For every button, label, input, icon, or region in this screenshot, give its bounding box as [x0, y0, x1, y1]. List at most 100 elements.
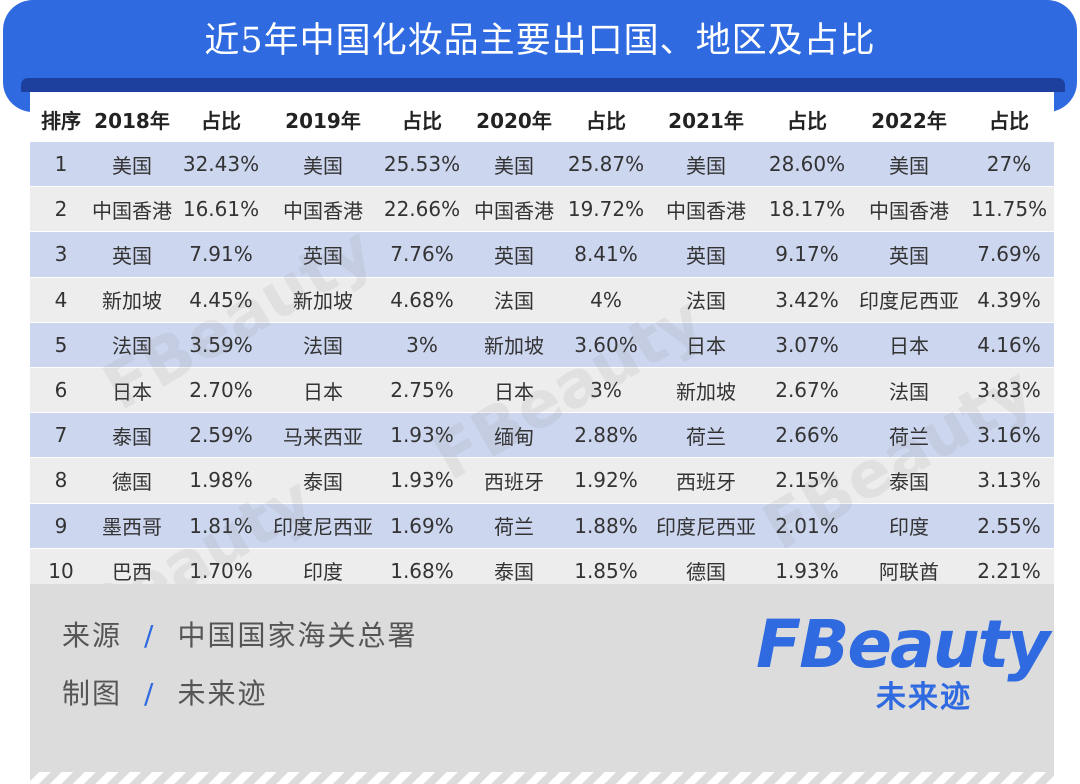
share-cell: 1.88% — [560, 502, 652, 549]
share-cell: 3.07% — [760, 321, 854, 368]
column-header: 2021年 — [652, 97, 760, 142]
region-cell: 法国 — [270, 321, 376, 368]
title-banner-band — [21, 78, 1065, 92]
region-cell: 西班牙 — [652, 457, 760, 503]
column-header: 排序 — [30, 97, 92, 142]
table-body: 1 美国 32.43% 美国 25.53% 美国 25.87% 美国 28.60% 美国 27% 2 中… — [30, 140, 1054, 593]
footer-zigzag-edge — [30, 770, 1054, 784]
rank-cell: 6 — [30, 366, 92, 413]
rank-cell: 3 — [30, 231, 92, 278]
region-cell: 法国 — [468, 276, 560, 323]
region-cell: 印度 — [854, 502, 964, 549]
column-header: 2018年 — [92, 97, 172, 142]
region-cell: 马来西亚 — [270, 412, 376, 458]
credit-label: 制图 — [62, 677, 123, 710]
share-cell: 2.67% — [760, 366, 854, 413]
region-cell: 英国 — [468, 231, 560, 278]
share-cell: 7.91% — [172, 231, 270, 278]
share-cell: 3% — [560, 366, 652, 413]
column-header: 占比 — [560, 97, 652, 142]
rank-cell: 9 — [30, 502, 92, 549]
share-cell: 2.66% — [760, 412, 854, 458]
share-cell: 18.17% — [760, 186, 854, 232]
region-cell: 英国 — [270, 231, 376, 278]
share-cell: 4.45% — [172, 276, 270, 323]
region-cell: 中国香港 — [468, 186, 560, 232]
region-cell: 新加坡 — [468, 321, 560, 368]
region-cell: 缅甸 — [468, 412, 560, 458]
column-header: 占比 — [964, 97, 1054, 142]
share-cell: 1.98% — [172, 457, 270, 503]
table-row: 7 泰国 2.59% 马来西亚 1.93% 缅甸 2.88% 荷兰 2.66% 荷兰 3.16% — [30, 412, 1054, 458]
share-cell: 1.92% — [560, 457, 652, 503]
column-header: 占比 — [376, 97, 468, 142]
share-cell: 16.61% — [172, 186, 270, 232]
column-header: 占比 — [172, 97, 270, 142]
region-cell: 美国 — [468, 140, 560, 187]
region-cell: 西班牙 — [468, 457, 560, 503]
table-row: 2 中国香港 16.61% 中国香港 22.66% 中国香港 19.72% 中国香港 18.17… — [30, 186, 1054, 232]
footer-panel: 来源 / 中国国家海关总署 制图 / 未来迹 FBeauty 未来迹 — [30, 584, 1054, 784]
region-cell: 印度尼西亚 — [854, 276, 964, 323]
region-cell: 日本 — [468, 366, 560, 413]
share-cell: 27% — [964, 140, 1054, 187]
source-line: 来源 / 中国国家海关总署 — [62, 614, 417, 654]
column-header: 占比 — [760, 97, 854, 142]
region-cell: 英国 — [92, 231, 172, 278]
region-cell: 中国香港 — [270, 186, 376, 232]
share-cell: 1.81% — [172, 502, 270, 549]
column-header: 2019年 — [270, 97, 376, 142]
region-cell: 日本 — [270, 366, 376, 413]
share-cell: 2.01% — [760, 502, 854, 549]
logo-subtitle: 未来迹 — [876, 680, 972, 715]
share-cell: 1.93% — [376, 412, 468, 458]
share-cell: 2.88% — [560, 412, 652, 458]
rank-cell: 2 — [30, 186, 92, 232]
region-cell: 美国 — [652, 140, 760, 187]
share-cell: 25.87% — [560, 140, 652, 187]
share-cell: 2.15% — [760, 457, 854, 503]
rank-cell: 8 — [30, 457, 92, 503]
table-row: 6 日本 2.70% 日本 2.75% 日本 3% 新加坡 2.67% 法国 3.83% — [30, 366, 1054, 413]
share-cell: 1.93% — [376, 457, 468, 503]
table-header-row: 排序 2018年 占比 2019年 占比 2020年 占比 2021年 占比 2022年 占比 — [30, 97, 1054, 142]
fbeauty-logo: FBeauty 未来迹 — [756, 606, 1050, 715]
separator: / — [144, 677, 156, 710]
region-cell: 美国 — [270, 140, 376, 187]
share-cell: 4% — [560, 276, 652, 323]
logo-wordmark: FBeauty — [756, 606, 1050, 683]
region-cell: 荷兰 — [652, 412, 760, 458]
region-cell: 中国香港 — [652, 186, 760, 232]
share-cell: 25.53% — [376, 140, 468, 187]
share-cell: 4.16% — [964, 321, 1054, 368]
region-cell: 日本 — [652, 321, 760, 368]
share-cell: 7.76% — [376, 231, 468, 278]
rank-cell: 7 — [30, 412, 92, 458]
table-row: 8 德国 1.98% 泰国 1.93% 西班牙 1.92% 西班牙 2.15% 泰国 3.13% — [30, 457, 1054, 503]
region-cell: 法国 — [92, 321, 172, 368]
column-header: 2020年 — [468, 97, 560, 142]
rank-cell: 4 — [30, 276, 92, 323]
table-row: 5 法国 3.59% 法国 3% 新加坡 3.60% 日本 3.07% 日本 4.16% — [30, 321, 1054, 368]
region-cell: 荷兰 — [854, 412, 964, 458]
table-row: 4 新加坡 4.45% 新加坡 4.68% 法国 4% 法国 3.42% 印度尼西亚 4.39% — [30, 276, 1054, 323]
source-label: 来源 — [62, 619, 123, 652]
region-cell: 法国 — [854, 366, 964, 413]
region-cell: 泰国 — [270, 457, 376, 503]
share-cell: 28.60% — [760, 140, 854, 187]
share-cell: 32.43% — [172, 140, 270, 187]
region-cell: 日本 — [92, 366, 172, 413]
region-cell: 美国 — [92, 140, 172, 187]
share-cell: 1.69% — [376, 502, 468, 549]
region-cell: 印度尼西亚 — [652, 502, 760, 549]
share-cell: 2.70% — [172, 366, 270, 413]
region-cell: 日本 — [854, 321, 964, 368]
table-row: 1 美国 32.43% 美国 25.53% 美国 25.87% 美国 28.60% 美国 27% — [30, 140, 1054, 187]
credit-line: 制图 / 未来迹 — [62, 672, 267, 712]
region-cell: 新加坡 — [270, 276, 376, 323]
region-cell: 荷兰 — [468, 502, 560, 549]
region-cell: 墨西哥 — [92, 502, 172, 549]
table-row: 3 英国 7.91% 英国 7.76% 英国 8.41% 英国 9.17% 英国 7.69% — [30, 231, 1054, 278]
share-cell: 7.69% — [964, 231, 1054, 278]
share-cell: 22.66% — [376, 186, 468, 232]
